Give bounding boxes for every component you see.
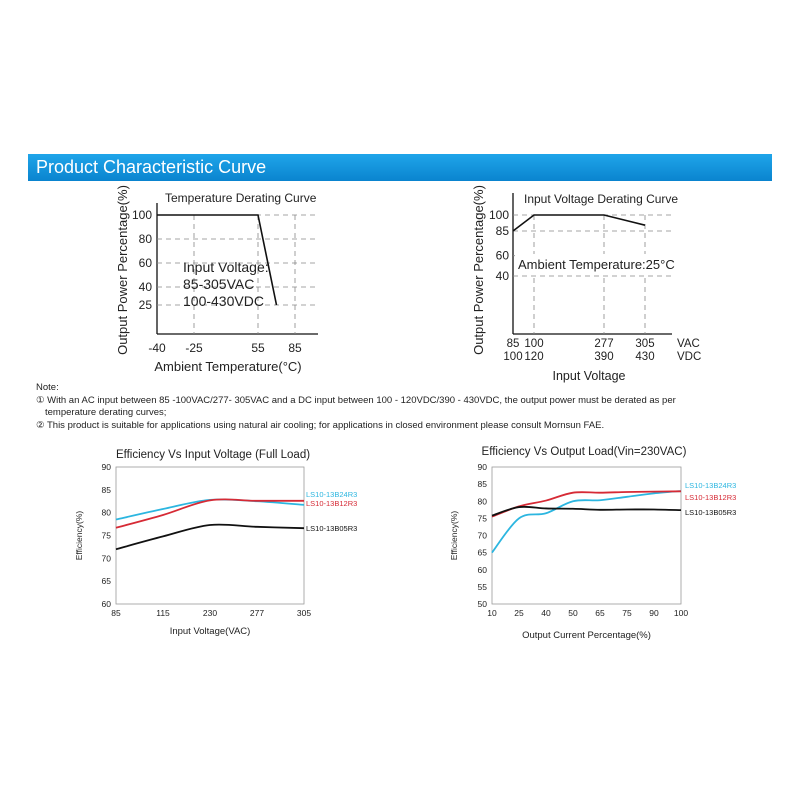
y-tick-label: 60: [102, 599, 112, 609]
x-tick-label-vdc: 430: [635, 351, 654, 363]
annotation-line: 85-305VAC: [183, 276, 254, 292]
x-axis-title: Ambient Temperature(°C): [154, 359, 301, 374]
annotation-line: Input Voltage:: [183, 259, 269, 275]
y-axis-title: Efficiency(%): [74, 511, 84, 561]
annotation: Ambient Temperature:25°C: [518, 257, 675, 272]
x-tick-label: 25: [514, 608, 524, 618]
x-axis-title: Input Voltage(VAC): [170, 626, 251, 637]
series-line-ls10-13b24r3: [491, 490, 682, 554]
y-tick-label: 70: [478, 531, 488, 541]
x-tick-label: 40: [541, 608, 551, 618]
x-tick-label-vdc: 120: [524, 351, 543, 363]
notes-block: Note: ① With an AC input between 85 -100…: [36, 382, 766, 432]
x-unit-vdc: VDC: [677, 351, 701, 363]
x-axis-title: Input Voltage: [553, 369, 626, 383]
note-item-2: ② This product is suitable for applicati…: [36, 419, 605, 431]
legend-label-ls10-13b12r3: LS10-13B12R3: [306, 499, 357, 508]
chart-title: Efficiency Vs Input Voltage (Full Load): [116, 449, 310, 461]
legend-label-ls10-13b24r3: LS10-13B24R3: [306, 490, 357, 499]
derating-line: [512, 214, 646, 232]
plot-frame: [115, 466, 305, 605]
x-tick-label: 85: [111, 608, 121, 618]
x-tick-label-vac: 305: [635, 338, 654, 350]
x-unit-vac: VAC: [677, 338, 700, 350]
x-tick-label-vac: 85: [507, 338, 520, 350]
y-tick-label: 80: [139, 232, 153, 246]
x-tick-label-vac: 100: [524, 338, 543, 350]
y-tick-label: 100: [132, 208, 152, 222]
x-tick-label: 85: [288, 341, 302, 355]
legend-label-ls10-13b12r3: LS10-13B12R3: [685, 493, 736, 502]
legend-label-ls10-13b05r3: LS10-13B05R3: [685, 508, 736, 517]
x-axis-title: Output Current Percentage(%): [522, 630, 651, 641]
x-tick-label-vac: 277: [594, 338, 613, 350]
annotation-bg: [515, 254, 687, 274]
y-tick-label: 85: [102, 485, 112, 495]
series-line-ls10-13b12r3: [491, 490, 682, 518]
x-tick-label: 230: [203, 608, 217, 618]
y-axis-title: Efficiency(%): [449, 511, 459, 561]
y-tick-label: 75: [478, 513, 488, 523]
x-tick-label: 100: [674, 608, 688, 618]
y-tick-label: 75: [102, 531, 112, 541]
chart-title: Efficiency Vs Output Load(Vin=230VAC): [482, 446, 687, 458]
chart-title: Input Voltage Derating Curve: [524, 192, 678, 206]
x-tick-label: -40: [148, 341, 166, 355]
x-tick-label: 115: [156, 608, 170, 618]
x-tick-label-vdc: 100: [503, 351, 522, 363]
y-tick-label: 90: [102, 462, 112, 472]
y-tick-label: 100: [489, 208, 509, 222]
y-tick-label: 55: [478, 582, 488, 592]
x-tick-label: 90: [649, 608, 659, 618]
y-tick-label: 65: [478, 548, 488, 558]
x-tick-label: 305: [297, 608, 311, 618]
y-tick-label: 40: [496, 269, 510, 283]
series-line-ls10-13b12r3: [115, 498, 305, 529]
chart-title: Temperature Derating Curve: [165, 191, 317, 205]
y-tick-label: 40: [139, 280, 153, 294]
y-tick-label: 60: [478, 565, 488, 575]
section-header-bar: Product Characteristic Curve: [28, 154, 772, 181]
y-tick-label: 85: [478, 479, 488, 489]
x-tick-label: 50: [568, 608, 578, 618]
y-tick-label: 85: [496, 224, 510, 238]
y-axis-title: Output Power Percentage(%): [115, 185, 130, 355]
annotation-line: 100-430VDC: [183, 293, 264, 309]
series-line-ls10-13b05r3: [491, 505, 682, 517]
section-title: Product Characteristic Curve: [36, 157, 267, 177]
plot-frame: [491, 466, 682, 605]
derating-line: [157, 214, 278, 306]
y-tick-label: 65: [102, 576, 112, 586]
note-item-1: ① With an AC input between 85 -100VAC/27…: [36, 394, 676, 406]
y-tick-label: 60: [496, 249, 510, 263]
y-tick-label: 50: [478, 599, 488, 609]
series-line-ls10-13b05r3: [115, 523, 305, 551]
x-tick-label: 55: [251, 341, 265, 355]
note-item-1-continued: temperature derating curves;: [45, 407, 167, 419]
x-tick-label: 10: [487, 608, 497, 618]
x-tick-label: 75: [622, 608, 632, 618]
legend-label-ls10-13b05r3: LS10-13B05R3: [306, 524, 357, 533]
y-tick-label: 70: [102, 553, 112, 563]
notes-heading: Note:: [36, 382, 59, 393]
y-tick-label: 90: [478, 462, 488, 472]
y-tick-label: 60: [139, 256, 153, 270]
legend-label-ls10-13b24r3: LS10-13B24R3: [685, 481, 736, 490]
y-axis-title: Output Power Percentage(%): [471, 185, 486, 355]
y-tick-label: 80: [102, 508, 112, 518]
y-tick-label: 25: [139, 298, 153, 312]
x-tick-label-vdc: 390: [594, 351, 613, 363]
x-tick-label: -25: [185, 341, 203, 355]
x-tick-label: 277: [250, 608, 264, 618]
y-tick-label: 80: [478, 496, 488, 506]
x-tick-label: 65: [595, 608, 605, 618]
